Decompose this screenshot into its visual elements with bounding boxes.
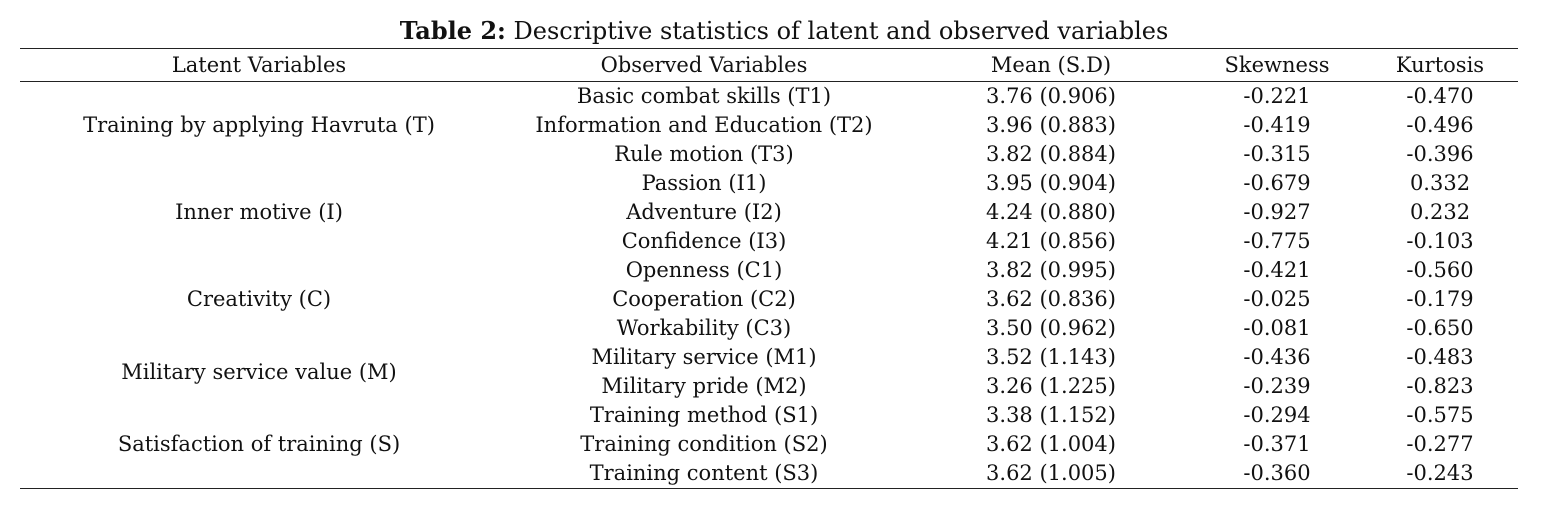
- table-caption-text: Descriptive statistics of latent and obs…: [505, 17, 1169, 45]
- observed-variable-cell: Information and Education (T2): [535, 113, 873, 137]
- table-row: Training by applying Havruta (T) Basic co…: [20, 82, 1518, 137]
- skewness-cell: -0.239: [1243, 374, 1311, 398]
- kurtosis-cell: -0.650: [1406, 316, 1474, 340]
- kurtosis-cell: -0.496: [1406, 113, 1474, 137]
- header-observed-variables: Observed Variables: [498, 48, 910, 82]
- observed-variable-cell: Cooperation (C2): [612, 287, 796, 311]
- kurtosis-cell: -0.483: [1406, 345, 1474, 369]
- skewness-cell: -0.927: [1243, 200, 1311, 224]
- skewness-cell: -0.294: [1243, 403, 1311, 427]
- kurtosis-cell: -0.575: [1406, 403, 1474, 427]
- latent-variable-cell: Creativity (C): [186, 287, 332, 311]
- mean-sd-cell: 3.62 (1.005): [910, 459, 1192, 489]
- skewness-cell: -0.371: [1243, 432, 1311, 456]
- mean-sd-cell: 3.52 (1.143): [986, 345, 1116, 369]
- observed-variable-cell: Workability (C3): [616, 316, 792, 340]
- kurtosis-cell: -0.823: [1406, 374, 1474, 398]
- skewness-cell: -0.081: [1243, 316, 1311, 340]
- kurtosis-cell: -0.277: [1406, 432, 1474, 456]
- statistics-table-container: Latent Variables Observed Variables Mean…: [20, 48, 1518, 489]
- kurtosis-cell: -0.470: [1406, 84, 1474, 108]
- skewness-cell: -0.360: [1192, 459, 1362, 489]
- table-row: Inner motive (I) Passion (I1) 3.95 (0.904)…: [20, 169, 1518, 224]
- mean-sd-cell: 4.24 (0.880): [986, 200, 1116, 224]
- kurtosis-cell: 0.232: [1409, 200, 1471, 224]
- observed-variable-cell: Rule motion (T3): [614, 142, 794, 166]
- mean-sd-cell: 4.21 (0.856): [986, 229, 1116, 253]
- observed-variable-cell: Openness (C1): [625, 258, 783, 282]
- mean-sd-cell: 3.95 (0.904): [986, 171, 1116, 195]
- table-row: Satisfaction of training (S) Training met…: [20, 401, 1518, 489]
- table-caption-label: Table 2:: [399, 16, 506, 45]
- skewness-cell: -0.315: [1243, 142, 1311, 166]
- table-row: Information and Education (T2) 3.96 (0.88…: [20, 111, 1518, 140]
- latent-variable-cell: Training by applying Havruta (T): [83, 113, 435, 137]
- kurtosis-cell: 0.332: [1409, 171, 1471, 195]
- skewness-cell: -0.421: [1243, 258, 1311, 282]
- mean-sd-cell: 3.76 (0.906): [986, 84, 1116, 108]
- table-row: Adventure (I2) 4.24 (0.880) -0.927 0.232: [20, 198, 1518, 227]
- observed-variable-cell: Training content (S3): [498, 459, 910, 489]
- mean-sd-cell: 3.82 (0.995): [986, 258, 1116, 282]
- table-body: Training by applying Havruta (T) Basic co…: [20, 82, 1518, 489]
- observed-variable-cell: Training method (S1): [589, 403, 819, 427]
- table-row: Rule motion (T3) 3.82 (0.884) -0.315 -0.396: [20, 140, 1518, 169]
- latent-variable-cell: Satisfaction of training (S): [20, 401, 498, 489]
- header-mean-sd: Mean (S.D): [910, 48, 1192, 82]
- table-row: Military service value (M) Military servi…: [20, 343, 1518, 384]
- observed-variable-cell: Adventure (I2): [626, 200, 782, 224]
- skewness-cell: -0.025: [1243, 287, 1311, 311]
- observed-variable-cell: Training condition (S2): [580, 432, 828, 456]
- skewness-cell: -0.679: [1243, 171, 1311, 195]
- table-row: Training condition (S2) 3.62 (1.004) -0.37…: [20, 430, 1518, 459]
- mean-sd-cell: 3.62 (0.836): [986, 287, 1116, 311]
- descriptive-statistics-table: Latent Variables Observed Variables Mean…: [20, 48, 1518, 489]
- skewness-cell: -0.221: [1243, 84, 1311, 108]
- mean-sd-cell: 3.38 (1.152): [986, 403, 1116, 427]
- mean-sd-cell: 3.50 (0.962): [986, 316, 1116, 340]
- observed-variable-cell: Military pride (M2): [601, 374, 807, 398]
- table-caption: Table 2: Descriptive statistics of laten…: [0, 14, 1551, 48]
- skewness-cell: -0.436: [1243, 345, 1311, 369]
- observed-variable-cell: Military service (M1): [591, 345, 817, 369]
- header-kurtosis: Kurtosis: [1362, 48, 1518, 82]
- observed-variable-cell: Basic combat skills (T1): [576, 84, 832, 108]
- table-row: Cooperation (C2) 3.62 (0.836) -0.025 -0.179: [20, 285, 1518, 314]
- kurtosis-cell: -0.179: [1406, 287, 1474, 311]
- latent-variable-cell: Inner motive (I): [175, 200, 343, 224]
- mean-sd-cell: 3.82 (0.884): [986, 142, 1116, 166]
- header-row: Latent Variables Observed Variables Mean…: [20, 48, 1518, 82]
- latent-variable-cell: Military service value (M): [121, 359, 397, 384]
- header-skewness: Skewness: [1192, 48, 1362, 82]
- header-latent-variables: Latent Variables: [20, 48, 498, 82]
- kurtosis-cell: -0.560: [1406, 258, 1474, 282]
- mean-sd-cell: 3.62 (1.004): [986, 432, 1116, 456]
- mean-sd-cell: 3.26 (1.225): [986, 374, 1116, 398]
- table-row: Creativity (C) Openness (C1) 3.82 (0.995) -…: [20, 256, 1518, 311]
- table-row: Training content (S3) 3.62 (1.005) -0.360-…: [20, 459, 1518, 489]
- skewness-cell: -0.775: [1243, 229, 1311, 253]
- observed-variable-cell: Passion (I1): [641, 171, 767, 195]
- skewness-cell: -0.419: [1243, 113, 1311, 137]
- table-row: Workability (C3) 3.50 (0.962) -0.081 -0.650: [20, 314, 1518, 343]
- kurtosis-cell: -0.243: [1362, 459, 1518, 489]
- mean-sd-cell: 3.96 (0.883): [986, 113, 1116, 137]
- table-row: Confidence (I3) 4.21 (0.856) -0.775 -0.103: [20, 227, 1518, 256]
- kurtosis-cell: -0.396: [1406, 142, 1474, 166]
- observed-variable-cell: Confidence (I3): [621, 229, 787, 253]
- table-row: Military pride (M2) 3.26 (1.225) -0.239 -0.…: [20, 372, 1518, 401]
- kurtosis-cell: -0.103: [1406, 229, 1474, 253]
- table-header: Latent Variables Observed Variables Mean…: [20, 48, 1518, 82]
